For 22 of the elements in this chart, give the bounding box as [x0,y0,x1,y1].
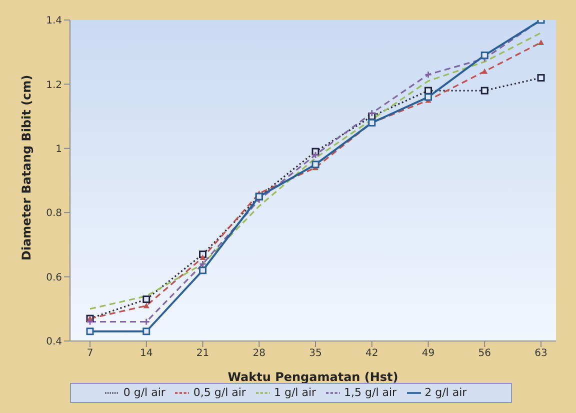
y-axis-title: Diameter Batang Bibit (cm) [19,74,34,260]
x-tick-label: 21 [196,348,210,360]
x-axis-title: Waktu Pengamatan (Hst) [228,370,398,384]
x-tick-label: 56 [478,348,491,360]
y-tick-label: 0.6 [46,272,62,284]
legend-label: 1 g/l air [274,386,316,400]
x-tick-label: 28 [252,348,266,360]
y-tick-label: 1.4 [46,16,62,27]
y-tick-label: 0.8 [46,208,62,220]
x-tick-label: 42 [366,348,378,360]
x-tick-label: 14 [140,348,153,360]
x-tick-label: 35 [309,348,322,360]
x-tick-label: 49 [422,348,435,360]
y-tick-label: 0.4 [46,336,62,348]
x-tick-label: 7 [86,348,94,360]
legend-label: 0 g/l air [123,386,166,400]
legend-label: 0,5 g/l air [193,386,246,400]
y-tick-label: 1 [56,144,62,155]
y-tick-label: 1.2 [46,80,62,91]
x-tick-label: 63 [534,348,548,360]
legend-label: 1,5 g/l air [344,386,397,400]
legend-label: 2 g/l air [424,386,467,400]
